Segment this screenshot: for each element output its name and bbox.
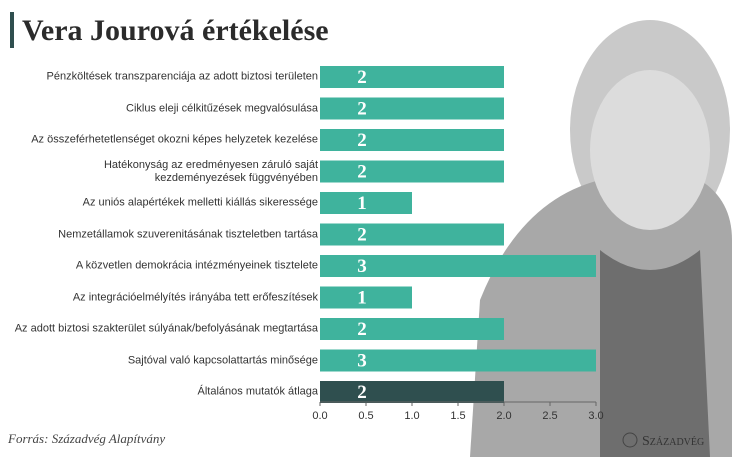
x-tick-label: 0.0 bbox=[312, 410, 327, 422]
x-tick-label: 2.5 bbox=[542, 410, 557, 422]
value-label: 2 bbox=[357, 382, 367, 403]
value-label: 2 bbox=[357, 319, 367, 340]
value-label: 2 bbox=[357, 130, 367, 151]
title-marker bbox=[10, 12, 14, 48]
category-label: Az integrációelmélyítés irányába tett er… bbox=[72, 291, 318, 303]
category-label: Hatékonyság az eredményesen záruló saját… bbox=[103, 158, 318, 184]
portrait bbox=[470, 20, 732, 457]
category-label: Az adott biztosi szakterület súlyának/be… bbox=[14, 322, 318, 335]
category-label: Az összeférhetetlenséget okozni képes he… bbox=[31, 133, 318, 146]
category-label: A közvetlen demokrácia intézményeinek ti… bbox=[75, 259, 318, 272]
value-label: 2 bbox=[357, 67, 367, 88]
bar bbox=[320, 255, 596, 277]
category-label: Nemzetállamok szuverenitásának tisztelet… bbox=[58, 228, 318, 240]
value-label: 2 bbox=[357, 99, 367, 120]
bar bbox=[320, 286, 412, 309]
bar bbox=[320, 381, 504, 403]
x-tick-label: 2.0 bbox=[496, 410, 511, 422]
bar bbox=[320, 66, 504, 88]
chart-title: Vera Jourová értékelése bbox=[22, 14, 329, 47]
bar bbox=[320, 223, 504, 246]
x-tick-label: 1.0 bbox=[404, 410, 419, 422]
value-label: 1 bbox=[357, 193, 367, 214]
value-label: 2 bbox=[357, 225, 367, 246]
category-label: Az uniós alapértékek melletti kiállás si… bbox=[82, 196, 318, 209]
x-tick-label: 1.5 bbox=[450, 410, 465, 422]
bar bbox=[320, 349, 596, 372]
x-tick-label: 0.5 bbox=[358, 410, 373, 422]
logo: Századvég bbox=[642, 434, 704, 449]
category-label: Általános mutatók átlaga bbox=[197, 385, 318, 398]
category-label: Ciklus eleji célkitűzések megvalósulása bbox=[126, 102, 318, 114]
value-label: 3 bbox=[357, 351, 367, 372]
bar bbox=[320, 192, 412, 214]
category-label: Sajtóval való kapcsolattartás minősége bbox=[127, 354, 318, 366]
value-label: 2 bbox=[357, 162, 367, 183]
x-tick-label: 3.0 bbox=[588, 410, 603, 422]
value-label: 1 bbox=[357, 288, 367, 309]
bar bbox=[320, 318, 504, 340]
value-label: 3 bbox=[357, 256, 367, 277]
logo-icon bbox=[622, 432, 638, 448]
bar bbox=[320, 160, 504, 183]
category-label: Pénzköltések transzparenciája az adott b… bbox=[46, 70, 319, 83]
bar bbox=[320, 97, 504, 120]
source: Forrás: Századvég Alapítvány bbox=[7, 431, 165, 446]
bar bbox=[320, 129, 504, 151]
